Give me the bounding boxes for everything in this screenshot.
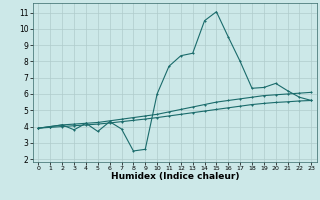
X-axis label: Humidex (Indice chaleur): Humidex (Indice chaleur) [111, 172, 239, 181]
